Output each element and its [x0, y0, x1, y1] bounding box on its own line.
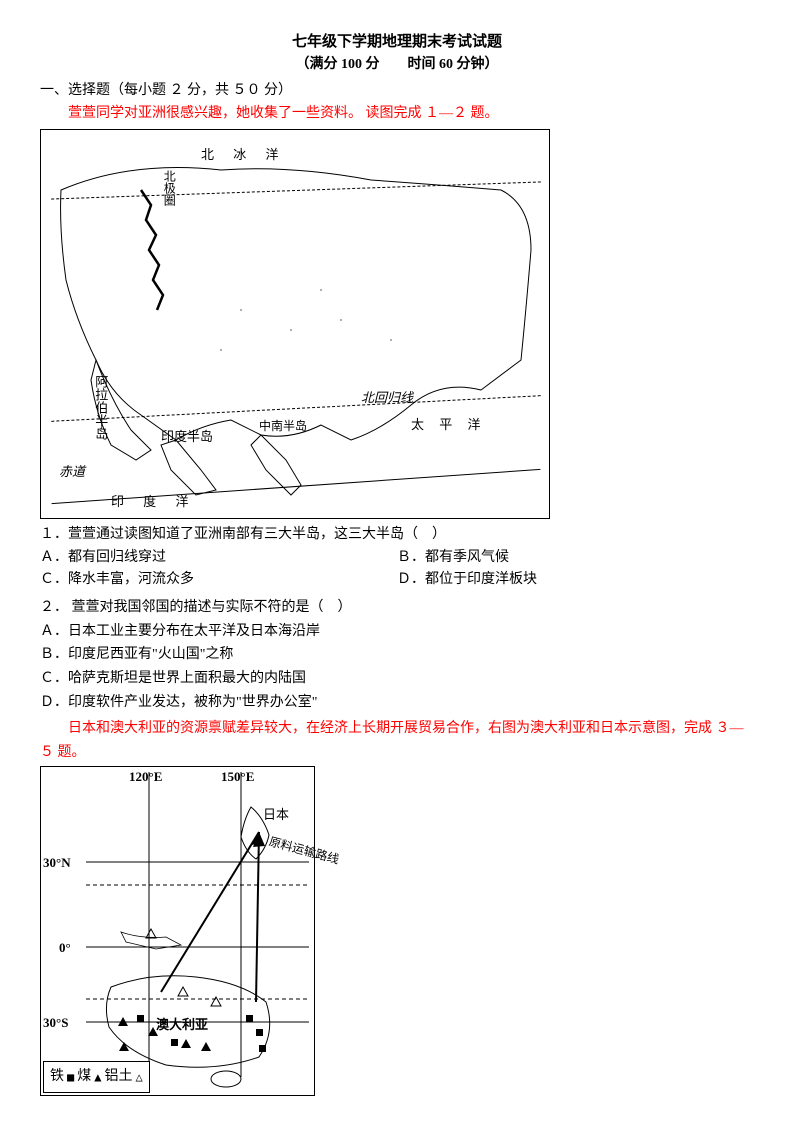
exam-title: 七年级下学期地理期末考试试题: [40, 30, 754, 54]
label-pacific: 太 平 洋: [411, 415, 487, 436]
q1-optA: Ａ．都有回归线穿过: [40, 547, 397, 569]
q2-optB: Ｂ．印度尼西亚有"火山国"之称: [40, 643, 754, 667]
bauxite-icon: △: [135, 1068, 142, 1087]
question-1: １．萱萱通过读图知道了亚洲南部有三大半岛，这三大半岛（ ） Ａ．都有回归线穿过 …: [40, 523, 754, 592]
map-aus-japan: 120°E 150°E 30°N 0° 30°S 日本 原料运输路线 澳大利亚 …: [40, 766, 315, 1096]
q1-optD: Ｄ．都位于印度洋板块: [397, 569, 537, 591]
legend-coal: 煤: [77, 1066, 91, 1088]
label-arctic: 北 冰 洋: [201, 145, 287, 166]
label-indian-ocean: 印 度 洋: [111, 492, 197, 513]
label-australia: 澳大利亚: [156, 1015, 208, 1036]
q2-optD: Ｄ．印度软件产业发达，被称为"世界办公室": [40, 691, 754, 715]
label-indochina: 中南半岛: [259, 420, 274, 432]
exam-subtitle: （满分 100 分 时间 60 分钟）: [40, 54, 754, 76]
question-2: ２． 萱萱对我国邻国的描述与实际不符的是（ ） Ａ．日本工业主要分布在太平洋及日…: [40, 596, 754, 715]
legend-bauxite: 铝土: [104, 1066, 132, 1088]
instruction2: 日本和澳大利亚的资源禀赋差异较大，在经济上长期开展贸易合作，右图为澳大利亚和日本…: [40, 717, 754, 765]
q2-stem: ２． 萱萱对我国邻国的描述与实际不符的是（ ）: [40, 596, 754, 620]
label-equator: 赤道: [59, 462, 85, 483]
q1-optB: Ｂ．都有季风气候: [397, 547, 509, 569]
q1-optC: Ｃ．降水丰富，河流众多: [40, 569, 397, 591]
map2-legend: 铁■ 煤▲ 铝土△: [43, 1061, 150, 1093]
coal-icon: ▲: [94, 1068, 101, 1087]
label-lat1: 30°N: [43, 853, 71, 874]
map-asia: 北 冰 洋 北极圈 阿拉伯半岛 印度半岛 中南半岛 北回归线 太 平 洋 赤道 …: [40, 129, 550, 519]
q1-stem: １．萱萱通过读图知道了亚洲南部有三大半岛，这三大半岛（ ）: [40, 523, 754, 547]
legend-iron: 铁: [50, 1066, 64, 1088]
label-lat3: 30°S: [43, 1013, 68, 1034]
instruction1: 萱萱同学对亚洲很感兴趣，她收集了一些资料。 读图完成 １—２ 题。: [40, 103, 754, 125]
label-lon1: 120°E: [129, 767, 162, 788]
label-route: 原料运输路线: [268, 836, 285, 851]
label-lat2: 0°: [59, 938, 71, 959]
label-india-pen: 印度半岛: [161, 430, 191, 444]
q2-optA: Ａ．日本工业主要分布在太平洋及日本海沿岸: [40, 620, 754, 644]
label-lon2: 150°E: [221, 767, 254, 788]
label-tropic: 北回归线: [361, 388, 413, 409]
label-arctic-circle: 北极圈: [159, 170, 178, 206]
q2-optC: Ｃ．哈萨克斯坦是世界上面积最大的内陆国: [40, 667, 754, 691]
section1-header: 一、选择题（每小题 ２ 分，共 ５０ 分）: [40, 80, 754, 102]
label-japan: 日本: [263, 805, 289, 826]
iron-icon: ■: [67, 1068, 74, 1087]
label-arabia: 阿拉伯半岛: [93, 375, 107, 440]
